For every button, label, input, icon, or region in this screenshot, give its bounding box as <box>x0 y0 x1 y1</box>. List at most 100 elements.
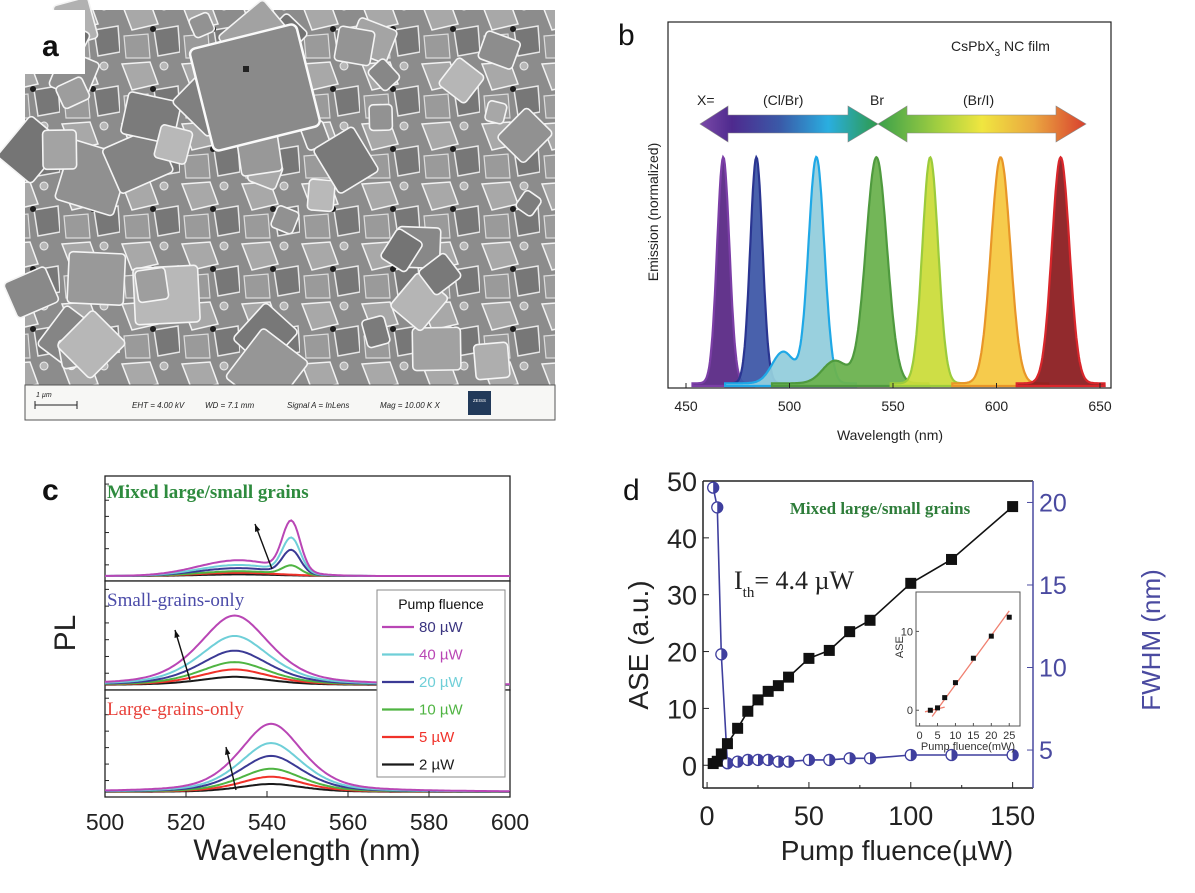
x-axis-label-c: Wavelength (nm) <box>193 834 420 867</box>
pl-curve-80W <box>105 722 510 793</box>
emission-peak-4 <box>770 155 931 388</box>
sem-grain <box>306 178 336 213</box>
ase-point <box>1007 501 1019 513</box>
sem-grain <box>411 326 462 372</box>
inset-y-tick-label: 0 <box>907 705 913 717</box>
fwhm-point <box>1006 748 1019 762</box>
sem-grain <box>134 266 170 304</box>
sem-grain <box>367 58 401 92</box>
panel-label-d: d <box>623 474 640 507</box>
fwhm-point <box>711 501 724 514</box>
y-tick-label-left-d: 30 <box>667 581 697 611</box>
legend-label: 5 µW <box>419 729 455 746</box>
sem-grain <box>313 126 379 194</box>
sem-grain <box>438 57 485 104</box>
fwhm-point <box>721 757 734 770</box>
y-tick-label-left-d: 10 <box>667 694 697 724</box>
eht-readout: EHT = 4.00 kV <box>132 401 185 410</box>
signal-readout: Signal A = InLens <box>287 401 349 410</box>
emission-peak-7 <box>1015 155 1106 388</box>
sem-crystal-large <box>188 23 321 152</box>
ase-point <box>844 626 856 638</box>
inset-x-label: Pump fluence(mW) <box>921 741 1015 753</box>
wd-readout: WD = 7.1 mm <box>205 401 254 410</box>
inset-frame <box>915 591 1021 727</box>
sem-grain <box>361 315 391 349</box>
x-axis-label-d: Pump fluence(µW) <box>781 835 1013 866</box>
legend-label: 2 µW <box>419 757 455 774</box>
threshold-annotation: Ith= 4.4 µW <box>734 566 854 601</box>
x-tick-label-b: 450 <box>674 398 698 414</box>
x-tick-label-d: 50 <box>794 801 824 831</box>
fwhm-point <box>707 481 720 494</box>
increase-arrow <box>174 629 191 681</box>
fwhm-point <box>772 755 785 768</box>
y-tick-label-left-d: 50 <box>667 467 697 497</box>
x-tick-label-c: 500 <box>86 809 124 835</box>
y-tick-label-right-d: 15 <box>1039 572 1067 600</box>
y-axis-label-right-d: FWHM (nm) <box>1136 569 1166 711</box>
ase-point <box>711 755 723 767</box>
label-x-eq: X= <box>697 92 715 108</box>
fwhm-point <box>731 755 744 768</box>
ase-point <box>715 748 727 760</box>
arrow-head-icon <box>225 747 231 755</box>
sem-info-bar: 1 µm EHT = 4.00 kV WD = 7.1 mm Signal A … <box>24 384 556 421</box>
y-axis-label-c: PL <box>49 615 82 652</box>
x-tick-label-b: 550 <box>881 398 905 414</box>
y-axis-label-b: Emission (normalized) <box>645 143 661 281</box>
x-axis-b: 450 500 550 600 650 <box>674 383 1112 414</box>
fwhm-point <box>751 753 765 767</box>
y-tick-label-left-d: 0 <box>682 751 697 781</box>
legend-label: 80 µW <box>419 619 463 636</box>
sem-grain <box>380 228 423 273</box>
sem-grain <box>3 266 60 319</box>
sem-grains <box>0 0 553 412</box>
fwhm-point <box>823 753 836 767</box>
fwhm-point <box>904 748 917 762</box>
x-tick-label-c: 540 <box>248 809 286 835</box>
sem-grain <box>472 341 511 381</box>
sem-grain <box>57 310 126 379</box>
inset-x-tick-label: 10 <box>949 730 961 742</box>
ase-point <box>752 694 764 706</box>
scale-bar-label: 1 µm <box>36 392 52 399</box>
fwhm-point <box>715 648 728 661</box>
y-tick-label-left-d: 40 <box>667 524 697 554</box>
x-tick-label-c: 600 <box>491 809 529 835</box>
inset-point <box>935 705 941 711</box>
inset-x-tick-label: 25 <box>1003 730 1015 742</box>
inset-point <box>988 633 994 639</box>
legend-label: 10 µW <box>419 702 463 719</box>
label-br-i: (Br/I) <box>963 92 994 108</box>
sem-grain <box>477 30 522 70</box>
increase-arrow <box>254 523 273 570</box>
legend-label: 40 µW <box>419 647 463 664</box>
ase-point <box>742 705 754 717</box>
x-tick-label-b: 600 <box>985 398 1009 414</box>
arrow-head-icon <box>174 630 180 638</box>
arrow-br-i <box>877 105 1087 143</box>
x-tick-label-c: 560 <box>329 809 367 835</box>
sem-grain <box>55 76 91 110</box>
ase-point <box>783 671 795 683</box>
inset-point <box>952 680 958 686</box>
panel-a: a 1 µm EHT = 4.00 kV WD = 7.1 mm Signal … <box>0 0 556 421</box>
sem-grain <box>368 103 394 132</box>
inset-y-label: ASE <box>894 636 906 658</box>
zeiss-logo <box>468 391 491 415</box>
panel-label-b: b <box>618 19 635 52</box>
x-tick-label-b: 650 <box>1088 398 1112 414</box>
fwhm-point <box>843 752 856 765</box>
ase-point <box>762 685 774 697</box>
sem-grain <box>333 25 376 67</box>
inset-point <box>970 655 976 661</box>
inset-point <box>942 695 948 701</box>
panel-b: b X= (Cl/Br) Br (Br/I) CsPbX3 NC film 45… <box>618 19 1112 443</box>
fwhm-point <box>802 753 816 767</box>
sem-grain <box>270 205 300 235</box>
chart-title-d: Mixed large/small grains <box>790 499 971 518</box>
ase-point <box>946 553 958 565</box>
ase-point <box>732 722 744 734</box>
